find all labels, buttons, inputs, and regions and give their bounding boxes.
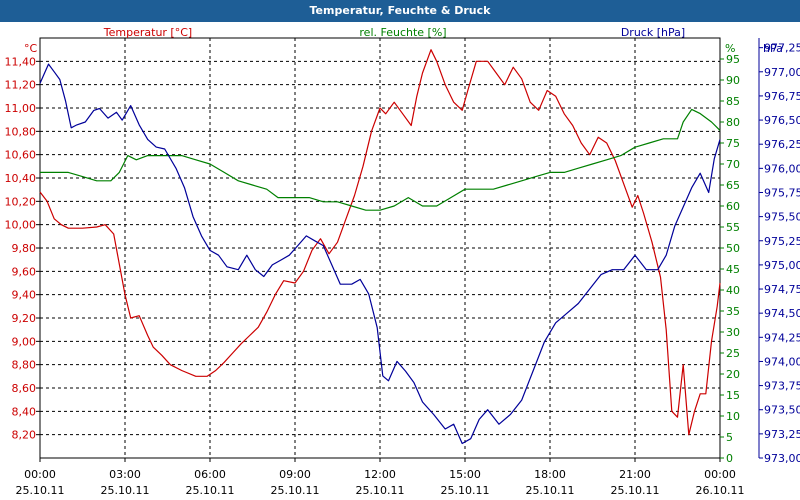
x-tick-date: 26.10.11 <box>696 484 745 497</box>
pressure-tick-label: 976,25 <box>764 138 800 151</box>
temperature-series-line <box>39 49 721 436</box>
pressure-tick-label: 974,75 <box>764 283 800 296</box>
humidity-tick-label: 5 <box>726 431 733 444</box>
pressure-tick-label: 973,50 <box>764 404 800 417</box>
humidity-tick-label: 50 <box>726 242 740 255</box>
gridlines <box>40 38 720 458</box>
axis-layer: 8,20 8,40 8,60 8,80 9,00 9,20 9,40 9,60 9,80 10,0… <box>5 38 800 497</box>
humidity-tick-label: 85 <box>726 95 740 108</box>
humidity-tick-label: 25 <box>726 347 740 360</box>
temperature-tick-label: 9,40 <box>12 289 37 302</box>
temperature-tick-label: 8,20 <box>12 429 37 442</box>
temperature-unit: °C <box>24 42 38 55</box>
temperature-tick-label: 10,00 <box>5 219 37 232</box>
series-layer <box>39 49 721 445</box>
temperature-tick-label: 11,00 <box>5 102 37 115</box>
pressure-tick-label: 973,75 <box>764 380 800 393</box>
temperature-tick-label: 10,20 <box>5 195 37 208</box>
humidity-tick-label: 40 <box>726 284 740 297</box>
x-tick-date: 25.10.11 <box>356 484 405 497</box>
pressure-tick-label: 976,75 <box>764 90 800 103</box>
humidity-tick-label: 10 <box>726 410 740 423</box>
pressure-tick-label: 977,00 <box>764 66 800 79</box>
pressure-tick-label: 975,00 <box>764 259 800 272</box>
x-tick-time: 09:00 <box>279 468 311 481</box>
humidity-tick-label: 20 <box>726 368 740 381</box>
x-tick-time: 06:00 <box>194 468 226 481</box>
temperature-tick-label: 8,60 <box>12 382 37 395</box>
temperature-tick-label: 9,00 <box>12 335 37 348</box>
pressure-tick-label: 974,25 <box>764 331 800 344</box>
humidity-unit: % <box>725 42 735 55</box>
humidity-axis-label: rel. Feuchte [%] <box>359 26 446 39</box>
humidity-tick-label: 60 <box>726 200 740 213</box>
temperature-tick-label: 8,80 <box>12 359 37 372</box>
pressure-tick-label: 976,00 <box>764 162 800 175</box>
pressure-tick-label: 974,00 <box>764 355 800 368</box>
temperature-tick-label: 9,20 <box>12 312 37 325</box>
humidity-tick-label: 35 <box>726 305 740 318</box>
humidity-series-line <box>40 108 721 211</box>
x-tick-date: 25.10.11 <box>16 484 65 497</box>
pressure-axis-label: Druck [hPa] <box>621 26 685 39</box>
pressure-tick-label: 974,50 <box>764 307 800 320</box>
temperature-tick-label: 8,40 <box>12 405 37 418</box>
pressure-tick-label: 975,75 <box>764 186 800 199</box>
humidity-tick-label: 65 <box>726 179 740 192</box>
temperature-tick-label: 10,60 <box>5 149 37 162</box>
temperature-tick-label: 11,40 <box>5 55 37 68</box>
pressure-tick-label: 976,50 <box>764 114 800 127</box>
humidity-tick-label: 70 <box>726 158 740 171</box>
x-tick-time: 03:00 <box>109 468 141 481</box>
temperature-tick-label: 10,40 <box>5 172 37 185</box>
temperature-tick-label: 9,80 <box>12 242 37 255</box>
pressure-tick-label: 973,25 <box>764 428 800 441</box>
x-tick-time: 00:00 <box>24 468 56 481</box>
humidity-tick-label: 95 <box>726 53 740 66</box>
humidity-tick-label: 30 <box>726 326 740 339</box>
humidity-tick-label: 45 <box>726 263 740 276</box>
pressure-unit: hPa <box>763 42 783 55</box>
temperature-tick-label: 9,60 <box>12 265 37 278</box>
humidity-tick-label: 15 <box>726 389 740 402</box>
pressure-series-line <box>39 63 721 445</box>
humidity-tick-label: 80 <box>726 116 740 129</box>
x-tick-date: 25.10.11 <box>526 484 575 497</box>
humidity-tick-label: 0 <box>726 452 733 465</box>
x-tick-date: 25.10.11 <box>271 484 320 497</box>
x-tick-time: 12:00 <box>364 468 396 481</box>
humidity-tick-label: 75 <box>726 137 740 150</box>
x-tick-date: 25.10.11 <box>101 484 150 497</box>
pressure-tick-label: 975,50 <box>764 211 800 224</box>
x-tick-date: 25.10.11 <box>186 484 235 497</box>
pressure-tick-label: 973,00 <box>764 452 800 465</box>
x-tick-date: 25.10.11 <box>441 484 490 497</box>
x-tick-date: 25.10.11 <box>611 484 660 497</box>
x-tick-time: 00:00 <box>704 468 736 481</box>
temperature-tick-label: 11,20 <box>5 79 37 92</box>
chart-canvas: 8,20 8,40 8,60 8,80 9,00 9,20 9,40 9,60 9,80 10,0… <box>5 26 800 497</box>
pressure-tick-label: 975,25 <box>764 235 800 248</box>
x-tick-time: 18:00 <box>534 468 566 481</box>
x-tick-time: 15:00 <box>449 468 481 481</box>
temperature-tick-label: 10,80 <box>5 125 37 138</box>
temperature-axis-label: Temperatur [°C] <box>103 26 192 39</box>
pressure-tick-label: 977,25 <box>764 42 800 55</box>
chart-title: Temperatur, Feuchte & Druck <box>0 0 800 22</box>
humidity-tick-label: 90 <box>726 74 740 87</box>
x-tick-time: 21:00 <box>619 468 651 481</box>
humidity-tick-label: 55 <box>726 221 740 234</box>
